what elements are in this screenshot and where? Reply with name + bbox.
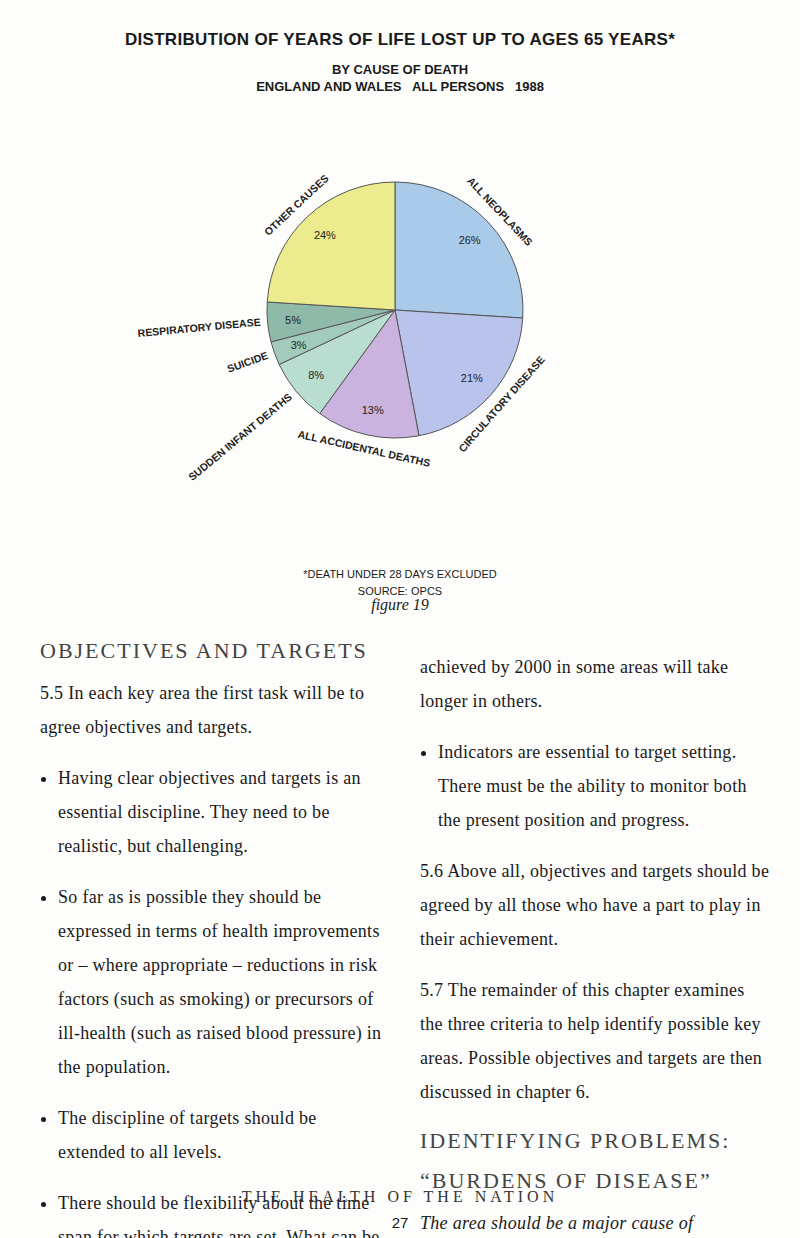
chart-subtitle: BY CAUSE OF DEATH xyxy=(0,62,800,77)
data-label: 8% xyxy=(308,369,324,381)
page-footer: THE HEALTH OF THE NATION xyxy=(0,1188,800,1206)
data-label: 13% xyxy=(362,404,384,416)
pie-slice xyxy=(267,182,395,310)
pie-slice xyxy=(395,182,523,318)
section-heading: IDENTIFYING PROBLEMS: xyxy=(420,1126,770,1156)
data-label: 5% xyxy=(285,314,301,326)
slice-label: SUICIDE xyxy=(225,349,269,375)
data-label: 21% xyxy=(461,372,483,384)
labels: 26%ALL NEOPLASMS 21%CIRCULATORY DISEASE 13… xyxy=(137,172,547,483)
slice-label: RESPIRATORY DISEASE xyxy=(137,316,261,340)
slice-label: SUDDEN INFANT DEATHS xyxy=(186,390,294,482)
slice-label: OTHER CAUSES xyxy=(262,172,331,238)
paragraph: 5.6 Above all, objectives and targets sh… xyxy=(420,854,770,956)
paragraph: 5.7 The remainder of this chapter examin… xyxy=(420,973,770,1109)
slice-label: ALL ACCIDENTAL DEATHS xyxy=(297,428,432,469)
slice-label: CIRCULATORY DISEASE xyxy=(456,353,547,454)
pie-chart: 26%ALL NEOPLASMS 21%CIRCULATORY DISEASE 13… xyxy=(0,0,800,560)
slices xyxy=(267,182,523,438)
chart-source: SOURCE: OPCS xyxy=(0,585,800,597)
chart-title: DISTRIBUTION OF YEARS OF LIFE LOST UP TO… xyxy=(0,30,800,50)
text-column: OBJECTIVES AND TARGETS 5.5 In each key ar… xyxy=(40,636,385,1238)
chart-footnote: *DEATH UNDER 28 DAYS EXCLUDED xyxy=(0,568,800,580)
data-label: 3% xyxy=(291,339,307,351)
paragraph: 5.5 In each key area the first task will… xyxy=(40,676,385,744)
paragraph: The discipline of targets should be exte… xyxy=(58,1101,385,1169)
paragraph: Having clear objectives and targets is a… xyxy=(58,761,385,863)
slice-label: ALL NEOPLASMS xyxy=(465,174,535,248)
chart-annotation: ENGLAND AND WALES ALL PERSONS 1988 xyxy=(0,79,800,94)
page-number: 27 xyxy=(0,1214,800,1231)
data-label: 26% xyxy=(459,234,481,246)
paragraph: So far as is possible they should be exp… xyxy=(58,880,385,1084)
section-heading: OBJECTIVES AND TARGETS xyxy=(40,636,385,666)
figure-caption: figure 19 xyxy=(0,596,800,614)
paragraph: achieved by 2000 in some areas will take… xyxy=(420,650,770,718)
data-label: 24% xyxy=(314,229,336,241)
paragraph: The area should be a major cause of prem… xyxy=(420,1206,770,1238)
paragraph: Indicators are essential to target setti… xyxy=(438,735,770,837)
text-column: achieved by 2000 in some areas will take… xyxy=(420,650,770,1238)
